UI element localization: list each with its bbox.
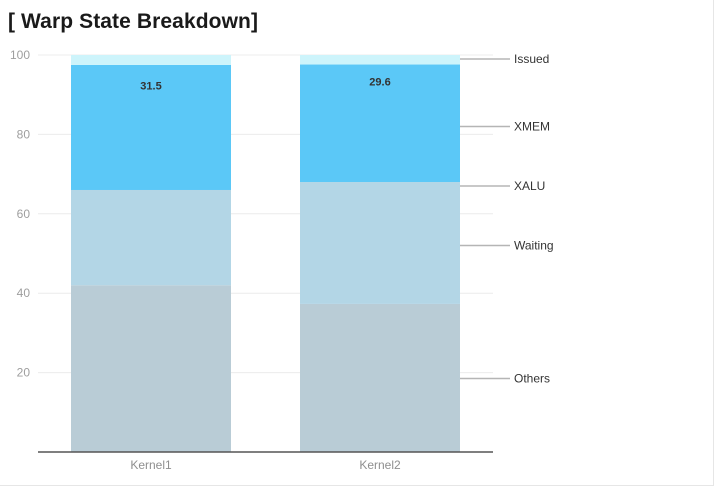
y-tick-label-80: 80	[17, 127, 31, 141]
legend-label-issued: Issued	[514, 52, 549, 66]
bar-segment-xmem-kernel2	[300, 64, 460, 183]
y-tick-label-20: 20	[17, 366, 31, 380]
x-tick-label-kernel1: Kernel1	[130, 458, 172, 472]
data-label-xmem-kernel1: 31.5	[140, 80, 161, 92]
bar-segment-xmem-kernel1	[71, 64, 231, 190]
legend-label-others: Others	[514, 372, 550, 386]
bar-segment-others-kernel2	[300, 303, 460, 452]
legend-label-waiting: Waiting	[514, 239, 554, 253]
legend-label-xmem: XMEM	[514, 119, 550, 133]
legend-label-xalu: XALU	[514, 179, 545, 193]
bar-segment-waiting-kernel2	[300, 182, 460, 304]
bar-segment-waiting-kernel1	[71, 189, 231, 286]
bar-segment-issued-kernel1	[71, 55, 231, 65]
y-tick-label-60: 60	[17, 207, 31, 221]
x-tick-label-kernel2: Kernel2	[359, 458, 401, 472]
y-tick-label-40: 40	[17, 286, 31, 300]
bar-segment-issued-kernel2	[300, 55, 460, 65]
y-tick-label-100: 100	[10, 48, 30, 62]
data-label-xmem-kernel2: 29.6	[369, 76, 390, 88]
chart-title: [ Warp State Breakdown]	[8, 10, 259, 33]
bar-segment-others-kernel1	[71, 285, 231, 452]
